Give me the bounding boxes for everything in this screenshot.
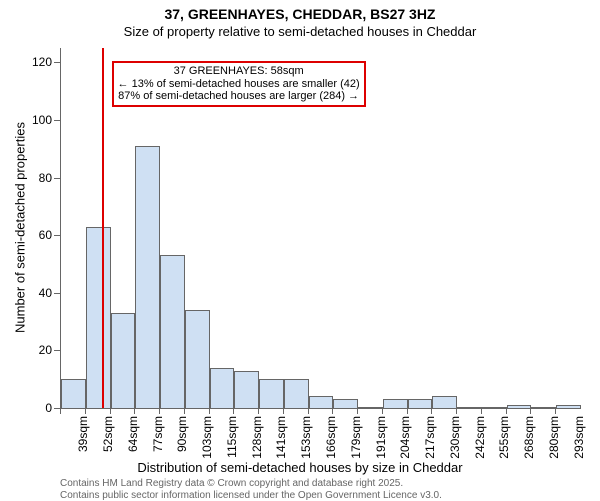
annotation-line3: 87% of semi-detached houses are larger (… xyxy=(118,90,360,103)
x-tick-label: 115sqm xyxy=(225,416,239,466)
x-tick-label: 141sqm xyxy=(274,416,288,466)
marker-annotation: 37 GREENHAYES: 58sqm ← 13% of semi-detac… xyxy=(112,61,366,107)
x-tick-label: 179sqm xyxy=(349,416,363,466)
y-tick-label: 80 xyxy=(39,171,52,185)
histogram-bar xyxy=(556,405,581,408)
histogram-bar xyxy=(86,227,111,408)
y-tick-label: 100 xyxy=(32,113,52,127)
histogram-bar xyxy=(531,407,556,408)
chart-title-line2: Size of property relative to semi-detach… xyxy=(0,24,600,39)
y-tick-mark xyxy=(54,350,60,351)
chart-container: 37, GREENHAYES, CHEDDAR, BS27 3HZ Size o… xyxy=(0,0,600,500)
histogram-bar xyxy=(457,407,482,408)
marker-line xyxy=(102,48,104,408)
x-tick-label: 268sqm xyxy=(522,416,536,466)
x-tick-label: 242sqm xyxy=(473,416,487,466)
histogram-bar xyxy=(358,407,383,408)
x-tick-mark xyxy=(258,408,259,414)
x-tick-mark xyxy=(60,408,61,414)
x-tick-mark xyxy=(456,408,457,414)
x-tick-label: 128sqm xyxy=(250,416,264,466)
x-tick-label: 153sqm xyxy=(299,416,313,466)
x-tick-label: 230sqm xyxy=(448,416,462,466)
histogram-bar xyxy=(284,379,309,408)
annotation-line1: 37 GREENHAYES: 58sqm xyxy=(118,65,360,78)
x-tick-label: 166sqm xyxy=(324,416,338,466)
x-tick-label: 204sqm xyxy=(398,416,412,466)
histogram-bar xyxy=(482,407,507,408)
histogram-bar xyxy=(259,379,284,408)
x-tick-mark xyxy=(134,408,135,414)
x-tick-mark xyxy=(382,408,383,414)
y-tick-mark xyxy=(54,62,60,63)
y-tick-mark xyxy=(54,178,60,179)
x-tick-mark xyxy=(530,408,531,414)
x-tick-label: 90sqm xyxy=(175,416,189,466)
annotation-line2: ← 13% of semi-detached houses are smalle… xyxy=(118,78,360,91)
histogram-bar xyxy=(383,399,408,408)
x-tick-mark xyxy=(506,408,507,414)
histogram-bar xyxy=(111,313,136,408)
histogram-bar xyxy=(333,399,358,408)
x-axis-label: Distribution of semi-detached houses by … xyxy=(0,460,600,475)
x-tick-mark xyxy=(233,408,234,414)
histogram-bar xyxy=(135,146,160,408)
y-tick-label: 20 xyxy=(39,343,52,357)
y-tick-mark xyxy=(54,120,60,121)
x-tick-label: 52sqm xyxy=(101,416,115,466)
x-tick-label: 255sqm xyxy=(497,416,511,466)
histogram-bar xyxy=(309,396,334,408)
x-tick-mark xyxy=(555,408,556,414)
histogram-bar xyxy=(408,399,433,408)
y-tick-label: 60 xyxy=(39,228,52,242)
x-tick-mark xyxy=(184,408,185,414)
x-tick-label: 280sqm xyxy=(547,416,561,466)
y-axis-label: Number of semi-detached properties xyxy=(13,48,28,408)
x-tick-mark xyxy=(407,408,408,414)
y-tick-mark xyxy=(54,235,60,236)
x-tick-label: 77sqm xyxy=(151,416,165,466)
y-tick-label: 120 xyxy=(32,55,52,69)
histogram-bar xyxy=(234,371,259,408)
x-tick-mark xyxy=(357,408,358,414)
y-tick-label: 0 xyxy=(45,401,52,415)
x-tick-mark xyxy=(431,408,432,414)
x-tick-mark xyxy=(332,408,333,414)
plot-area: 37 GREENHAYES: 58sqm ← 13% of semi-detac… xyxy=(60,48,581,409)
histogram-bar xyxy=(160,255,185,408)
x-tick-label: 103sqm xyxy=(200,416,214,466)
histogram-bar xyxy=(432,396,457,408)
x-tick-mark xyxy=(110,408,111,414)
x-tick-label: 39sqm xyxy=(76,416,90,466)
x-tick-mark xyxy=(283,408,284,414)
credits: Contains HM Land Registry data © Crown c… xyxy=(60,478,442,501)
credits-line2: Contains public sector information licen… xyxy=(60,490,442,501)
credits-line1: Contains HM Land Registry data © Crown c… xyxy=(60,478,442,490)
x-tick-label: 191sqm xyxy=(374,416,388,466)
x-tick-label: 293sqm xyxy=(572,416,586,466)
histogram-bar xyxy=(185,310,210,408)
y-tick-mark xyxy=(54,293,60,294)
y-tick-label: 40 xyxy=(39,286,52,300)
histogram-bar xyxy=(61,379,86,408)
x-tick-mark xyxy=(85,408,86,414)
x-tick-label: 217sqm xyxy=(423,416,437,466)
x-tick-mark xyxy=(209,408,210,414)
x-tick-label: 64sqm xyxy=(126,416,140,466)
x-tick-mark xyxy=(481,408,482,414)
histogram-bar xyxy=(210,368,235,408)
chart-title-line1: 37, GREENHAYES, CHEDDAR, BS27 3HZ xyxy=(0,6,600,22)
histogram-bar xyxy=(507,405,532,408)
x-tick-mark xyxy=(159,408,160,414)
x-tick-mark xyxy=(308,408,309,414)
